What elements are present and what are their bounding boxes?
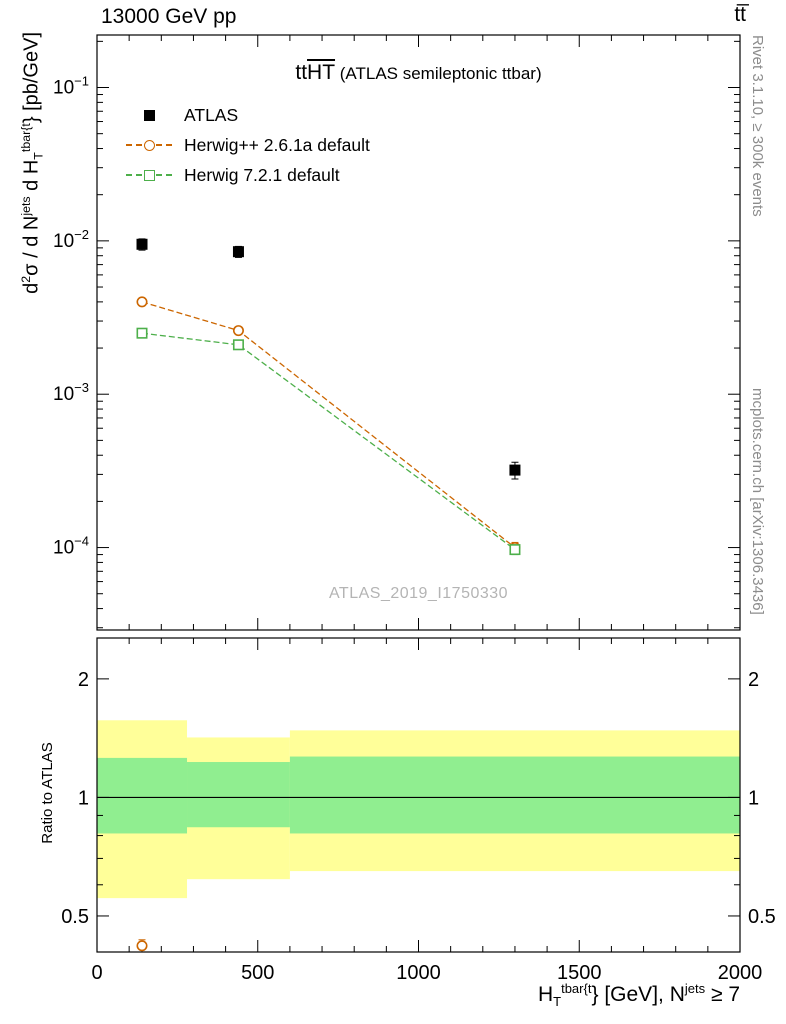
marker-square-open [232, 339, 244, 351]
ratio-band-green [289, 756, 740, 834]
observable-title: ttHT (ATLAS semileptonic ttbar) [97, 60, 740, 85]
marker-square-open [509, 544, 521, 556]
ratio-band-green [97, 757, 188, 834]
axis-title-part: tbar{t [19, 123, 33, 153]
axis-title-part: } [GeV], N [591, 983, 685, 1006]
y-tick-exponent: −3 [74, 380, 89, 395]
title-analysis: (ATLAS semileptonic ttbar) [335, 64, 542, 83]
legend-item-herwigpp: Herwig++ 2.6.1a default [126, 130, 370, 160]
ratio-tick-label: 1 [748, 787, 759, 809]
panel-frames [96, 34, 741, 953]
title-prefix: tt [295, 61, 308, 84]
axis-title-part: σ / d N [20, 215, 43, 276]
axis-title-part: T [31, 152, 46, 160]
filled-square-icon [143, 109, 155, 121]
ratio-band-green [187, 762, 290, 828]
y-tick-label: 10−2 [53, 227, 89, 252]
y-axis-title: d2σ / d Njets d HTtbar{t} [pb/GeV] [19, 32, 46, 442]
y-tick-label: 10−3 [53, 380, 89, 405]
herwig7-marker-icon [126, 165, 172, 185]
legend-label-herwig7: Herwig 7.2.1 default [184, 164, 340, 185]
ratio-tick-label: 2 [748, 669, 759, 691]
rivet-version-note: Rivet 3.1.10, ≥ 300k events [749, 35, 766, 217]
herwigpp-marker-icon [126, 135, 172, 155]
atlas-marker-icon [126, 105, 172, 125]
series-line [141, 301, 516, 549]
analysis-watermark: ATLAS_2019_I1750330 [328, 585, 509, 602]
y-tick-label: 10−1 [53, 74, 89, 99]
x-tick-label: 1000 [396, 962, 441, 984]
axis-title-part: 2 [19, 275, 33, 283]
legend: ATLAS Herwig++ 2.6.1a default Herwig 7.2… [126, 100, 370, 190]
x-tick-label: 1500 [557, 962, 602, 984]
marker-square-filled [509, 464, 521, 476]
title-observable: HT [307, 61, 336, 84]
y-tick-exponent: −4 [74, 534, 89, 549]
axis-title-part: ≥ 7 [705, 983, 740, 1006]
open-square-icon [143, 169, 155, 181]
x-tick-label: 2000 [718, 962, 763, 984]
axis-title-part: d H [20, 159, 43, 197]
main-series-layer [136, 238, 521, 556]
ratio-tick-label: 1 [78, 787, 89, 809]
legend-label-atlas: ATLAS [184, 104, 239, 125]
ratio-tick-label: 2 [78, 669, 89, 691]
marker-square-filled [136, 238, 148, 250]
ratio-uncertainty-bands [97, 720, 740, 899]
process-label: tt̅ [734, 3, 746, 26]
x-tick-label: 500 [241, 962, 274, 984]
legend-item-herwig7: Herwig 7.2.1 default [126, 160, 370, 190]
axis-title-part: d [20, 282, 43, 294]
marker-square-open [136, 327, 148, 339]
ratio-frame [96, 637, 741, 953]
axis-title-part: tbar{t [561, 981, 592, 996]
marker-circle-open [232, 325, 244, 337]
marker-circle-open [136, 940, 148, 952]
tick-labels: 10−1 10−2 10−3 10−4 0 500 1000 1500 2000 0.5 0.5 1 1… [53, 74, 776, 984]
y-tick-exponent: −2 [74, 227, 89, 242]
y-tick-exponent: −1 [74, 74, 89, 89]
beam-energy-label: 13000 GeV pp [101, 5, 237, 28]
axis-title-part: jets [684, 981, 706, 996]
series-line [141, 332, 516, 551]
legend-label-herwigpp: Herwig++ 2.6.1a default [184, 134, 370, 155]
x-axis-title: HTtbar{t} [GeV], Njets ≥ 7 [297, 982, 740, 1008]
ratio-tick-label: 0.5 [748, 906, 776, 928]
ratio-y-axis-title: Ratio to ATLAS [39, 742, 56, 844]
axis-title-part: T [553, 994, 562, 1010]
mcplots-reference-note: mcplots.cern.ch [arXiv:1306.3436] [749, 388, 766, 615]
marker-square-filled [232, 246, 244, 258]
x-tick-label: 0 [91, 962, 102, 984]
axis-title-part: } [pb/GeV] [20, 32, 43, 124]
legend-item-atlas: ATLAS [126, 100, 370, 130]
open-circle-icon [143, 139, 155, 151]
ratio-series-layer [136, 939, 148, 952]
axis-title-part: H [537, 983, 554, 1006]
axis-title-part: jets [19, 196, 33, 216]
main-frame [96, 34, 741, 631]
y-tick-label: 10−4 [53, 534, 89, 559]
marker-circle-open [136, 296, 148, 308]
ratio-tick-label: 0.5 [61, 906, 89, 928]
